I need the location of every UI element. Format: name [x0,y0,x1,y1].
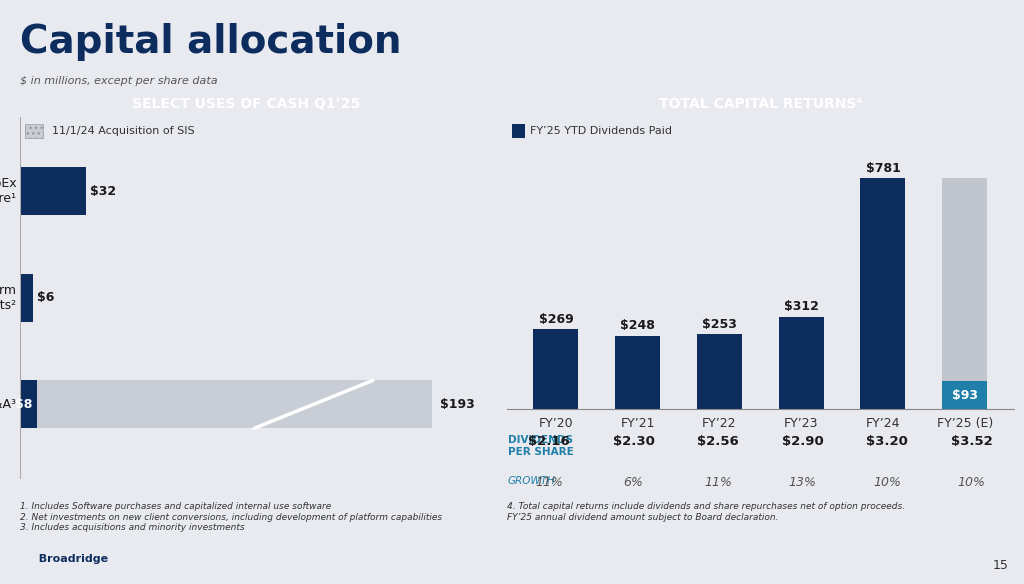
FancyBboxPatch shape [37,380,432,428]
Text: $6: $6 [37,291,54,304]
Text: TOTAL CAPITAL RETURNS⁴: TOTAL CAPITAL RETURNS⁴ [658,97,862,110]
Text: GROWTH: GROWTH [508,476,556,486]
Text: FY’25 YTD Dividends Paid: FY’25 YTD Dividends Paid [529,126,672,137]
Bar [697,334,742,409]
Text: $32: $32 [90,185,117,198]
Text: 11%: 11% [536,476,563,489]
Text: Capital allocation: Capital allocation [20,23,402,61]
Text: $8: $8 [15,398,33,411]
Text: $253: $253 [702,318,737,331]
Text: Broadridge: Broadridge [31,554,108,564]
Text: $781: $781 [865,162,900,175]
Text: M&A³: M&A³ [0,398,16,411]
Text: 13%: 13% [788,476,816,489]
Text: 1. Includes Software purchases and capitalized internal use software
2. Net inve: 1. Includes Software purchases and capit… [20,502,442,532]
Bar [615,336,660,409]
Bar [942,381,987,409]
Text: Client Platform
Investments²: Client Platform Investments² [0,284,16,312]
Bar [860,178,905,409]
FancyBboxPatch shape [20,274,33,322]
Text: 11%: 11% [705,476,732,489]
FancyBboxPatch shape [512,124,524,138]
Text: 10%: 10% [957,476,985,489]
Bar [534,329,579,409]
Text: $312: $312 [783,300,818,313]
Text: 10%: 10% [873,476,901,489]
FancyBboxPatch shape [20,168,86,215]
Text: SELECT USES OF CASH Q1’25: SELECT USES OF CASH Q1’25 [132,97,359,110]
Bar [778,317,823,409]
Text: $93: $93 [951,388,978,402]
Text: $2.30: $2.30 [612,435,654,448]
Text: DIVIDENDS
PER SHARE: DIVIDENDS PER SHARE [508,435,573,457]
Text: $269: $269 [539,313,573,326]
Text: CapEx
and Software¹: CapEx and Software¹ [0,178,16,206]
Text: $3.20: $3.20 [866,435,908,448]
Text: $193: $193 [440,398,475,411]
Text: $2.90: $2.90 [781,435,823,448]
Bar [942,178,987,409]
Text: 6%: 6% [624,476,643,489]
Text: $3.52: $3.52 [950,435,992,448]
Text: 4. Total capital returns include dividends and share repurchases net of option p: 4. Total capital returns include dividen… [507,502,905,522]
FancyBboxPatch shape [20,380,37,428]
FancyBboxPatch shape [25,124,43,138]
Text: $2.56: $2.56 [697,435,739,448]
Text: 11/1/24 Acquisition of SIS: 11/1/24 Acquisition of SIS [52,126,195,137]
Text: $ in millions, except per share data: $ in millions, except per share data [20,76,218,86]
Text: $248: $248 [621,319,655,332]
Text: 15: 15 [992,559,1009,572]
Text: $2.16: $2.16 [528,435,570,448]
